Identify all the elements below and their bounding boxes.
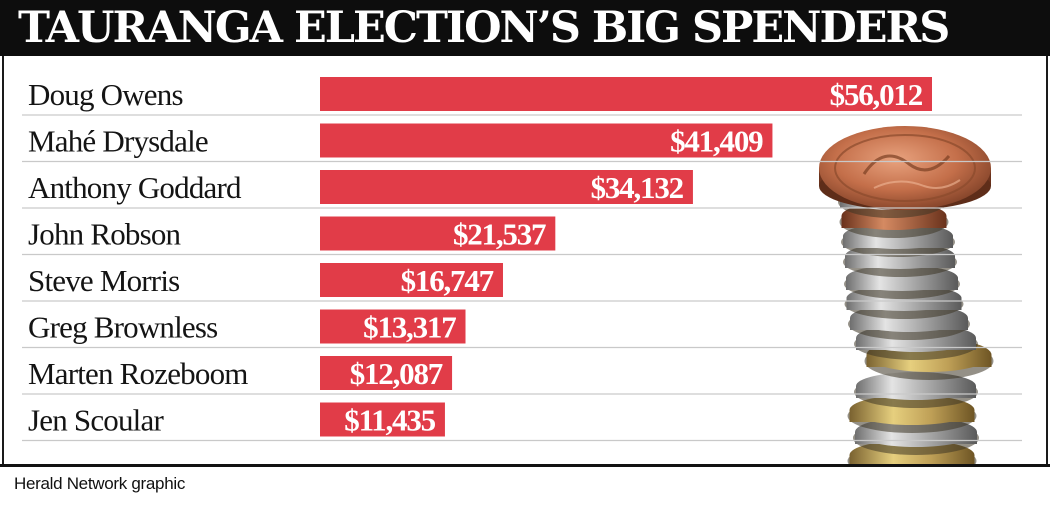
bar-value-label: $12,087 xyxy=(350,356,443,391)
chart-panel: Doug Owens $56,012 Mahé Drysdale $41,409 Ant… xyxy=(2,56,1048,464)
bar-value-label: $11,435 xyxy=(344,403,435,438)
category-label: Doug Owens xyxy=(28,77,183,112)
bar-value-label: $21,537 xyxy=(453,217,546,252)
bar-row: Greg Brownless $13,317 xyxy=(22,309,1022,349)
category-label: Mahé Drysdale xyxy=(28,124,208,159)
bar-row: Mahé Drysdale $41,409 xyxy=(22,123,1022,163)
bar-row: Anthony Goddard $34,132 xyxy=(22,170,1022,209)
bar-value-label: $16,747 xyxy=(401,263,494,298)
bar-value-label: $34,132 xyxy=(591,170,684,205)
bar-value-label: $41,409 xyxy=(670,124,763,159)
category-label: Steve Morris xyxy=(28,263,179,298)
source-credit: Herald Network graphic xyxy=(14,474,186,493)
bar xyxy=(320,77,932,111)
bar-chart: Doug Owens $56,012 Mahé Drysdale $41,409 Ant… xyxy=(22,77,1022,464)
bar-row: Jen Scoular $11,435 xyxy=(22,402,1022,442)
bar-value-label: $56,012 xyxy=(830,77,923,112)
category-label: Greg Brownless xyxy=(28,310,217,345)
category-label: Jen Scoular xyxy=(28,403,164,438)
bar-row: Steve Morris $16,747 xyxy=(22,263,1022,302)
bar xyxy=(320,123,773,158)
bar xyxy=(320,170,693,204)
bar xyxy=(320,216,556,251)
coin-stack-image xyxy=(819,126,994,464)
title-bar: TAURANGA ELECTION’S BIG SPENDERS xyxy=(0,0,1050,56)
bar xyxy=(320,263,503,297)
bar-row: John Robson $21,537 xyxy=(22,216,1022,256)
bar xyxy=(320,402,445,437)
chart-title: TAURANGA ELECTION’S BIG SPENDERS xyxy=(18,3,950,53)
bar xyxy=(320,309,466,344)
category-label: Marten Rozeboom xyxy=(28,356,248,391)
category-label: John Robson xyxy=(28,217,182,252)
bar xyxy=(320,356,453,390)
category-label: Anthony Goddard xyxy=(28,170,242,205)
bar-row: Doug Owens $56,012 xyxy=(22,77,1022,116)
bar-row: Marten Rozeboom $12,087 xyxy=(22,356,1022,395)
footer-divider xyxy=(0,464,1050,467)
bar-value-label: $13,317 xyxy=(363,310,456,345)
